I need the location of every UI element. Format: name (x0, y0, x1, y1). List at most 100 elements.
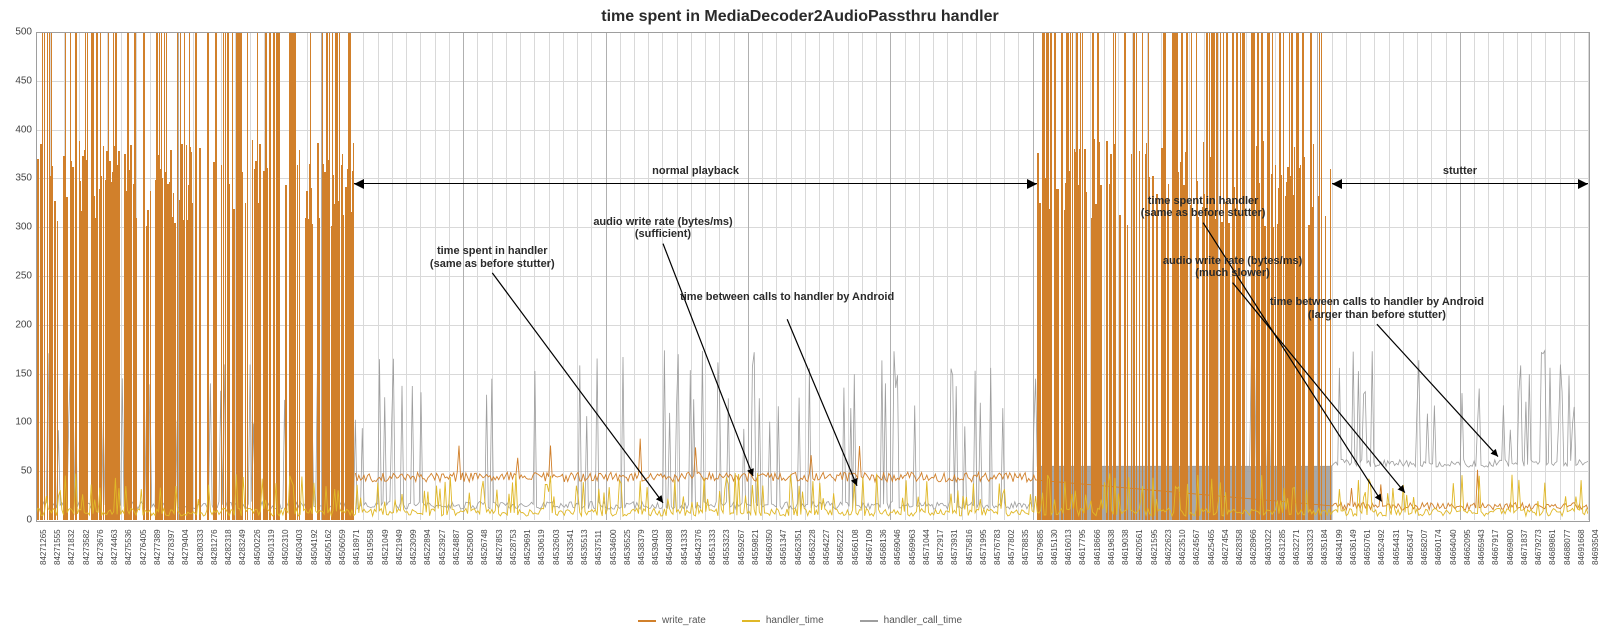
legend-swatch (638, 620, 656, 622)
legend-swatch (860, 620, 878, 622)
xtick-label: 84518971 (352, 529, 361, 565)
xtick-label: 84271265 (39, 529, 48, 565)
legend-item-write-rate: write_rate (638, 615, 706, 626)
xtick-label: 84616013 (1064, 529, 1073, 565)
xtick-label: 84656347 (1406, 529, 1415, 565)
xtick-label: 84561347 (779, 529, 788, 565)
ytick-label: 0 (2, 515, 32, 526)
xtick-label: 84691668 (1577, 529, 1586, 565)
ytick-label: 500 (2, 27, 32, 38)
xtick-label: 84551333 (708, 529, 717, 565)
xtick-label: 84679273 (1534, 529, 1543, 565)
xtick-label: 84620561 (1135, 529, 1144, 565)
xtick-label: 84559267 (737, 529, 746, 565)
xtick-label: 84562351 (794, 529, 803, 565)
xtick-label: 84671837 (1520, 529, 1529, 565)
xtick-label: 84540388 (665, 529, 674, 565)
xtick-label: 84569963 (908, 529, 917, 565)
ytick-label: 350 (2, 173, 32, 184)
xtick-label: 84624567 (1192, 529, 1201, 565)
xtick-label: 84693504 (1591, 529, 1600, 565)
xtick-label: 84662095 (1463, 529, 1472, 565)
xtick-label: 84542376 (694, 529, 703, 565)
ytick-label: 100 (2, 417, 32, 428)
xtick-label: 84534600 (609, 529, 618, 565)
xtick-label: 84628966 (1249, 529, 1258, 565)
xtick-label: 84528753 (509, 529, 518, 565)
xtick-label: 84665943 (1477, 529, 1486, 565)
xtick-label: 84500226 (253, 529, 262, 565)
xtick-label: 84567109 (865, 529, 874, 565)
xtick-label: 84575816 (965, 529, 974, 565)
xtick-label: 84521049 (381, 529, 390, 565)
xtick-label: 84633323 (1306, 529, 1315, 565)
xtick-label: 84619038 (1121, 529, 1130, 565)
xtick-label: 84504192 (310, 529, 319, 565)
plot-area (36, 32, 1588, 520)
xtick-label: 84541333 (680, 529, 689, 565)
ytick-label: 150 (2, 368, 32, 379)
xtick-label: 84618666 (1093, 529, 1102, 565)
ytick-label: 200 (2, 319, 32, 330)
xtick-label: 84652492 (1377, 529, 1386, 565)
xtick-label: 84503403 (295, 529, 304, 565)
xtick-label: 84689861 (1548, 529, 1557, 565)
xtick-label: 84538379 (637, 529, 646, 565)
ytick-label: 400 (2, 124, 32, 135)
xtick-label: 84283249 (238, 529, 247, 565)
xtick-label: 84523099 (409, 529, 418, 565)
xtick-label: 84280333 (196, 529, 205, 565)
xtick-label: 84553323 (722, 529, 731, 565)
xtick-label: 84539403 (651, 529, 660, 565)
xtick-label: 84630322 (1264, 529, 1273, 565)
xtick-label: 84664040 (1449, 529, 1458, 565)
chart-title: time spent in MediaDecoder2AudioPassthru… (0, 8, 1600, 26)
legend: write_rate handler_time handler_call_tim… (0, 615, 1600, 626)
gridline-vertical (1588, 32, 1589, 520)
series-line (36, 32, 1588, 520)
xtick-label: 84650761 (1363, 529, 1372, 565)
ytick-label: 50 (2, 466, 32, 477)
xtick-label: 84632271 (1292, 529, 1301, 565)
xtick-label: 84524887 (452, 529, 461, 565)
legend-label: write_rate (662, 615, 706, 626)
xtick-label: 84278397 (167, 529, 176, 565)
xtick-label: 84667917 (1491, 529, 1500, 565)
xtick-label: 84576783 (993, 529, 1002, 565)
xtick-label: 84577802 (1007, 529, 1016, 565)
xtick-label: 84669800 (1506, 529, 1515, 565)
legend-swatch (742, 620, 760, 622)
xtick-label: 84525800 (466, 529, 475, 565)
xtick-label: 84523927 (438, 529, 447, 565)
legend-label: handler_time (766, 615, 824, 626)
xtick-label: 84571995 (979, 529, 988, 565)
xtick-label: 84519558 (366, 529, 375, 565)
xtick-label: 84654431 (1392, 529, 1401, 565)
range-arrow (354, 183, 1037, 184)
xtick-label: 84617795 (1078, 529, 1087, 565)
xtick-label: 84635184 (1320, 529, 1329, 565)
xtick-label: 84631285 (1278, 529, 1287, 565)
xtick-label: 84563228 (808, 529, 817, 565)
chart-container: time spent in MediaDecoder2AudioPassthru… (0, 0, 1600, 632)
xtick-label: 84535513 (580, 529, 589, 565)
xtick-label: 84572917 (936, 529, 945, 565)
legend-item-handler-call-time: handler_call_time (860, 615, 962, 626)
xtick-label: 84628358 (1235, 529, 1244, 565)
xtick-label: 84569046 (893, 529, 902, 565)
xtick-label: 84625465 (1207, 529, 1216, 565)
xtick-label: 84506059 (338, 529, 347, 565)
xtick-label: 84273582 (82, 529, 91, 565)
xtick-label: 84636149 (1349, 529, 1358, 565)
xtick-label: 84275536 (124, 529, 133, 565)
xtick-label: 84565222 (836, 529, 845, 565)
xtick-label: 84505162 (324, 529, 333, 565)
legend-label: handler_call_time (884, 615, 962, 626)
xtick-label: 84660174 (1434, 529, 1443, 565)
xtick-label: 84566108 (851, 529, 860, 565)
xtick-label: 84281276 (210, 529, 219, 565)
ytick-label: 450 (2, 75, 32, 86)
xtick-label: 84560350 (765, 529, 774, 565)
xtick-label: 84568136 (879, 529, 888, 565)
ytick-label: 300 (2, 222, 32, 233)
